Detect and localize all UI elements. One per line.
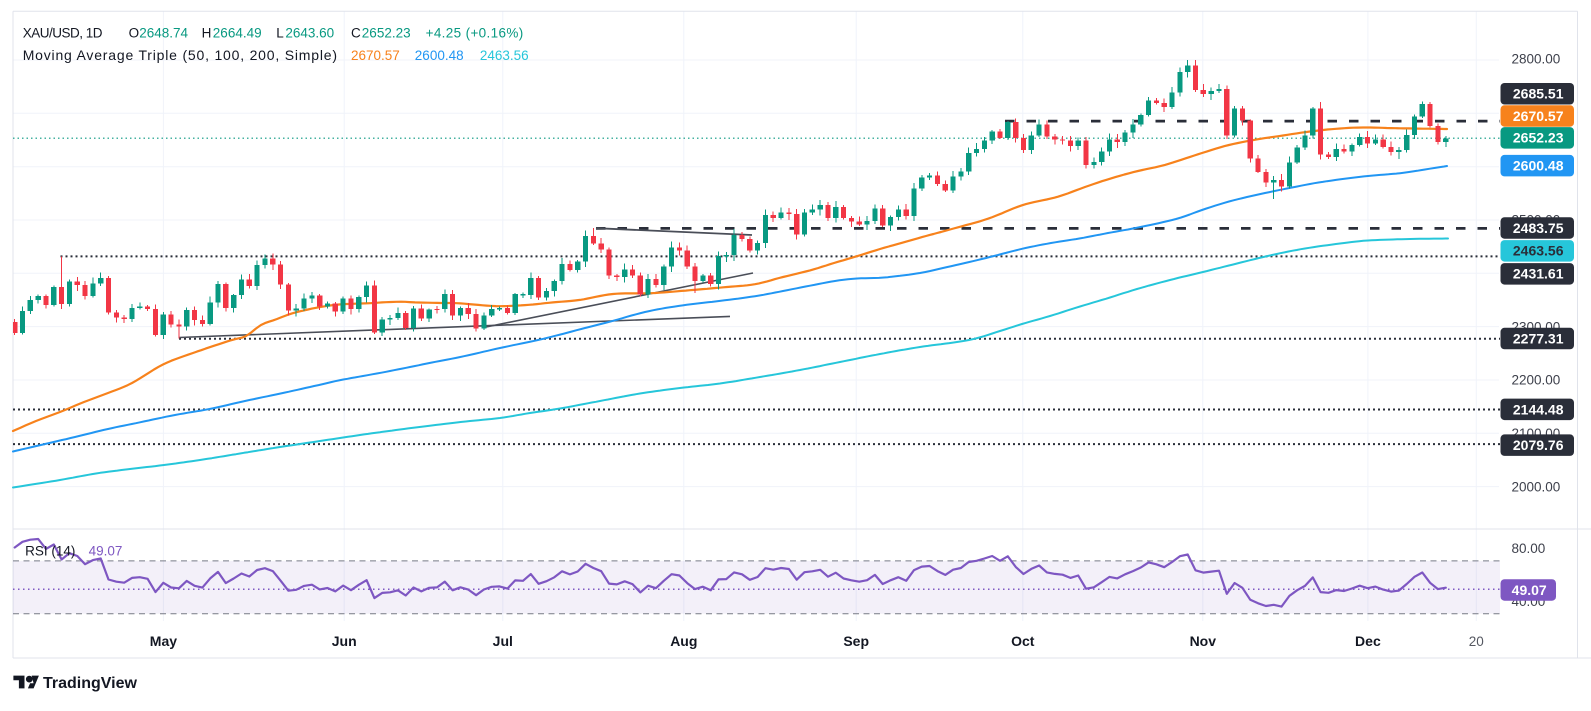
svg-text:2664.49: 2664.49 <box>213 25 262 40</box>
svg-text:2463.56: 2463.56 <box>480 48 529 63</box>
svg-text:2800.00: 2800.00 <box>1512 52 1561 67</box>
svg-text:49.07: 49.07 <box>1512 582 1547 598</box>
svg-text:XAU/USD, 1D: XAU/USD, 1D <box>23 25 103 40</box>
svg-text:2483.75: 2483.75 <box>1513 220 1564 236</box>
svg-text:2200.00: 2200.00 <box>1512 373 1561 388</box>
svg-text:2277.31: 2277.31 <box>1513 330 1564 346</box>
svg-text:C: C <box>351 25 361 40</box>
svg-text:2670.57: 2670.57 <box>351 48 400 63</box>
svg-text:2670.57: 2670.57 <box>1513 108 1564 124</box>
svg-text:Jun: Jun <box>332 633 357 649</box>
svg-text:O: O <box>129 25 140 40</box>
svg-text:80.00: 80.00 <box>1512 541 1546 556</box>
svg-text:Dec: Dec <box>1355 633 1381 649</box>
svg-text:TradingView: TradingView <box>43 675 138 692</box>
svg-text:May: May <box>150 633 177 649</box>
svg-text:2652.23: 2652.23 <box>362 25 411 40</box>
svg-text:Moving Average Triple (50, 100: Moving Average Triple (50, 100, 200, Sim… <box>23 47 338 63</box>
svg-text:L: L <box>276 25 284 40</box>
svg-text:49.07: 49.07 <box>89 544 123 559</box>
svg-text:2643.60: 2643.60 <box>285 25 334 40</box>
svg-text:2652.23: 2652.23 <box>1513 130 1564 146</box>
svg-text:Sep: Sep <box>843 633 869 649</box>
svg-text:2648.74: 2648.74 <box>139 25 188 40</box>
svg-text:+4.25 (+0.16%): +4.25 (+0.16%) <box>426 25 524 40</box>
svg-text:RSI (14): RSI (14) <box>25 544 75 559</box>
svg-text:2463.56: 2463.56 <box>1513 243 1564 259</box>
svg-text:H: H <box>202 25 212 40</box>
svg-text:Oct: Oct <box>1011 633 1035 649</box>
svg-text:2600.48: 2600.48 <box>1513 158 1564 174</box>
svg-text:Nov: Nov <box>1190 633 1217 649</box>
svg-text:2431.61: 2431.61 <box>1513 266 1564 282</box>
svg-text:2600.48: 2600.48 <box>415 48 464 63</box>
svg-text:20: 20 <box>1469 634 1484 649</box>
svg-text:2000.00: 2000.00 <box>1512 479 1561 494</box>
svg-text:Jul: Jul <box>493 633 513 649</box>
svg-text:2079.76: 2079.76 <box>1513 437 1564 453</box>
svg-text:2144.48: 2144.48 <box>1513 401 1564 417</box>
svg-text:2685.51: 2685.51 <box>1513 86 1564 102</box>
svg-text:Aug: Aug <box>670 633 697 649</box>
